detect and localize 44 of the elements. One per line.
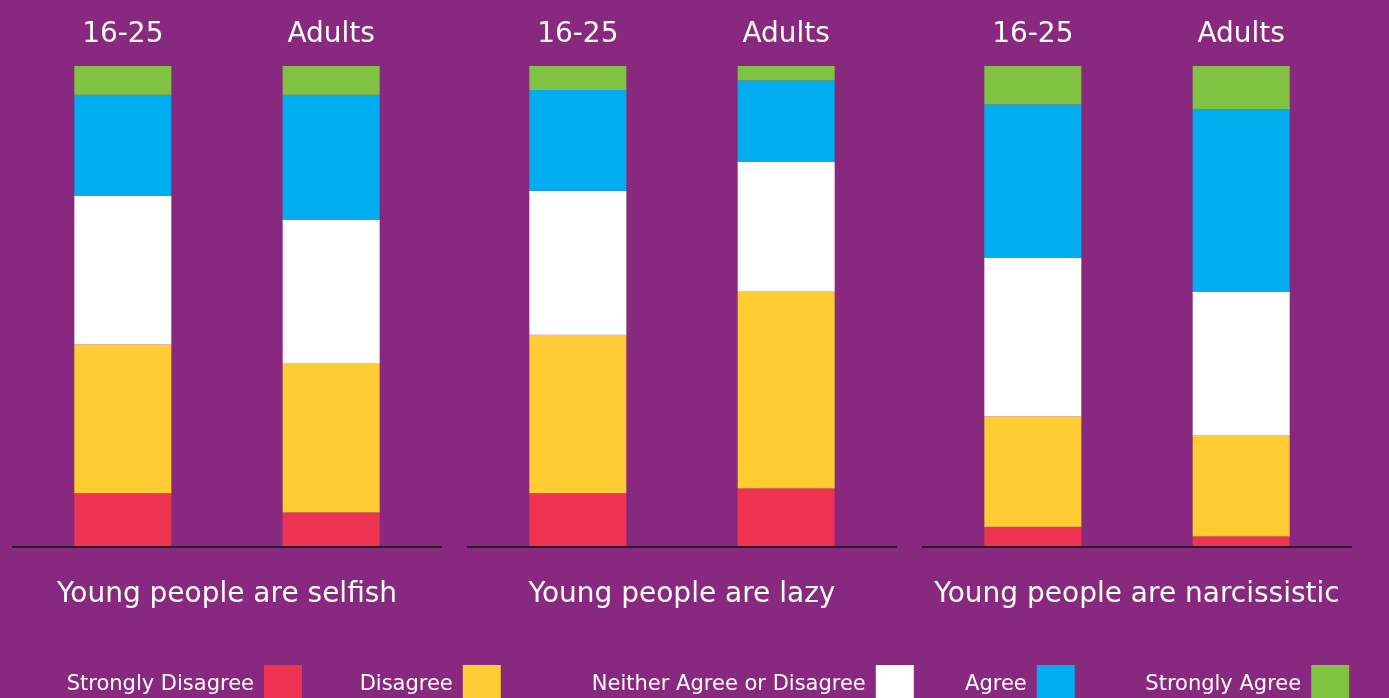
legend-label: Neither Agree or Disagree	[591, 671, 866, 695]
bar	[74, 493, 172, 546]
x-axis-title: Young people are narcissistic	[933, 576, 1340, 609]
bar	[737, 162, 835, 292]
legend-label: Strongly Agree	[1145, 671, 1302, 695]
bar	[282, 94, 380, 220]
bar	[529, 66, 627, 90]
x-axis-title: Young people are selfish	[55, 576, 398, 609]
x-tick-label: 16-25	[992, 16, 1074, 49]
bar	[1192, 536, 1290, 546]
legend-label: Strongly Disagree	[66, 671, 254, 695]
bar	[737, 66, 835, 81]
x-tick-label: 16-25	[537, 16, 619, 49]
bar	[74, 66, 172, 95]
bar	[984, 416, 1082, 527]
x-axis-title: Young people are lazy	[527, 576, 836, 609]
legend-label: Agree	[965, 671, 1027, 695]
bar	[737, 488, 835, 546]
bar	[282, 512, 380, 546]
bar	[74, 94, 172, 196]
bar	[1192, 66, 1290, 110]
bar	[984, 104, 1082, 258]
bar	[74, 344, 172, 494]
bar	[1192, 291, 1290, 436]
bar	[984, 66, 1082, 105]
x-tick-label: Adults	[1197, 16, 1285, 49]
legend-label: Disagree	[359, 671, 453, 695]
x-tick-label: 16-25	[82, 16, 164, 49]
bar	[1192, 435, 1290, 537]
bar	[737, 291, 835, 489]
bar	[984, 526, 1082, 546]
bar	[529, 190, 627, 335]
bar	[1192, 109, 1290, 292]
x-tick-label: Adults	[287, 16, 375, 49]
bar	[282, 219, 380, 364]
bar	[282, 66, 380, 95]
bar	[529, 334, 627, 494]
bar	[984, 258, 1082, 417]
bar	[529, 90, 627, 191]
bar	[737, 80, 835, 162]
x-tick-label: Adults	[742, 16, 830, 49]
bar	[282, 363, 380, 513]
bar	[74, 195, 172, 345]
bar	[529, 493, 627, 546]
